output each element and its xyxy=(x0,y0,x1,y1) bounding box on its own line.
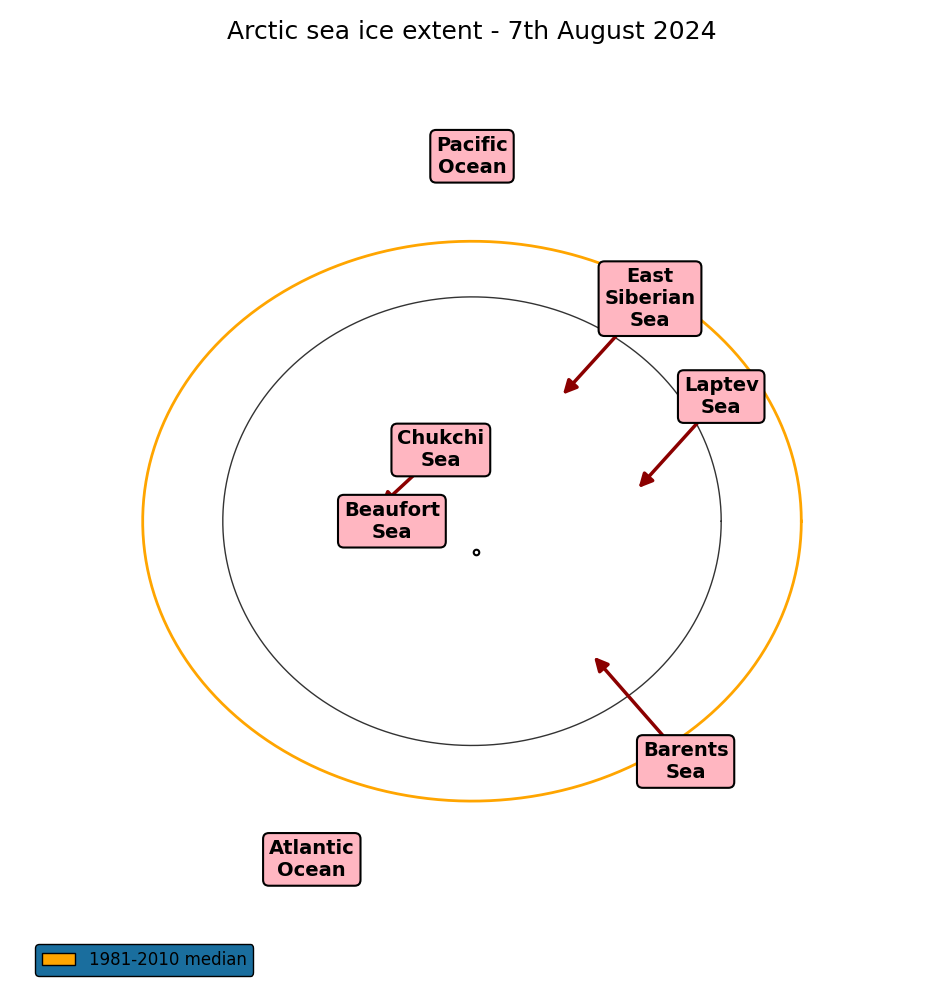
Text: Beaufort
Sea: Beaufort Sea xyxy=(344,500,440,541)
Legend: 1981-2010 median: 1981-2010 median xyxy=(35,944,253,976)
Text: Barents
Sea: Barents Sea xyxy=(643,741,729,782)
Polygon shape xyxy=(223,297,721,745)
Text: Pacific
Ocean: Pacific Ocean xyxy=(436,136,508,177)
Text: East
Siberian
Sea: East Siberian Sea xyxy=(604,267,696,330)
Text: Atlantic
Ocean: Atlantic Ocean xyxy=(269,839,355,880)
Text: Chukchi
Sea: Chukchi Sea xyxy=(397,430,484,471)
Text: Arctic sea ice extent - 7th August 2024: Arctic sea ice extent - 7th August 2024 xyxy=(228,20,716,44)
Text: Laptev
Sea: Laptev Sea xyxy=(683,376,759,417)
